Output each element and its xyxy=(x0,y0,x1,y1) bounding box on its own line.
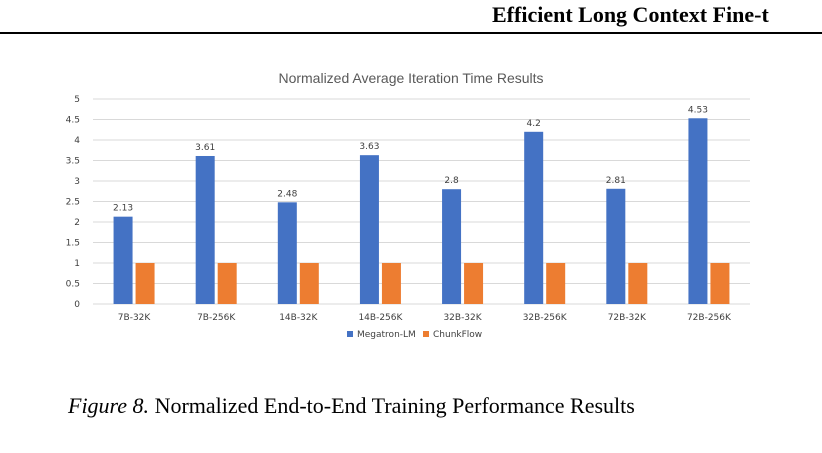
bar-megatron-lm xyxy=(113,216,133,304)
legend-label: ChunkFlow xyxy=(433,330,482,340)
x-tick-label: 7B-256K xyxy=(197,313,236,323)
gridlines xyxy=(93,98,750,305)
bars xyxy=(113,118,730,304)
x-tick-label: 32B-32K xyxy=(443,313,482,323)
legend-swatch xyxy=(347,331,353,337)
caption-label: Figure 8. xyxy=(68,393,150,418)
x-tick-label: 14B-32K xyxy=(279,313,318,323)
caption-text: Normalized End-to-End Training Performan… xyxy=(149,393,635,418)
running-title: Efficient Long Context Fine-t xyxy=(492,2,769,27)
bar-chunkflow xyxy=(546,263,566,304)
x-axis-ticks: 7B-32K 7B-256K 14B-32K 14B-256K 32B-32K 32B-2… xyxy=(118,313,732,323)
bar-chart: Normalized Average Iteration Time Result… xyxy=(66,70,750,340)
x-tick-label: 7B-32K xyxy=(118,313,152,323)
x-tick-label: 72B-256K xyxy=(687,313,732,323)
y-tick-label: 4 xyxy=(74,136,80,146)
figure-caption: Figure 8. Normalized End-to-End Training… xyxy=(68,393,635,419)
legend-label: Megatron-LM xyxy=(357,330,416,340)
x-tick-label: 72B-32K xyxy=(608,313,647,323)
bar-megatron-lm xyxy=(606,188,626,304)
y-tick-label: 0.5 xyxy=(66,280,80,290)
bar-megatron-lm xyxy=(277,202,297,304)
y-axis-ticks: 0 0.5 1 1.5 2 2.5 3 3.5 4 4.5 5 xyxy=(66,95,81,310)
bar-megatron-lm xyxy=(359,155,379,304)
running-header: Efficient Long Context Fine-t xyxy=(0,0,822,34)
bar-megatron-lm xyxy=(442,189,462,304)
bar-chunkflow xyxy=(299,263,319,304)
data-label: 3.61 xyxy=(195,143,215,153)
x-tick-label: 14B-256K xyxy=(358,313,403,323)
data-label: 2.81 xyxy=(606,176,626,186)
x-tick-label: 32B-256K xyxy=(523,313,568,323)
bar-megatron-lm xyxy=(524,131,544,304)
bar-chunkflow xyxy=(710,263,730,304)
data-label: 2.48 xyxy=(277,189,297,199)
data-label: 4.53 xyxy=(688,105,708,115)
y-tick-label: 2 xyxy=(74,218,80,228)
y-tick-label: 0 xyxy=(74,300,80,310)
y-tick-label: 2.5 xyxy=(66,198,80,208)
y-tick-label: 5 xyxy=(74,95,80,105)
y-tick-label: 4.5 xyxy=(66,116,80,126)
bar-chunkflow xyxy=(381,263,401,304)
bar-megatron-lm xyxy=(195,155,215,304)
y-tick-label: 3 xyxy=(74,177,80,187)
y-tick-label: 3.5 xyxy=(66,157,80,167)
y-tick-label: 1 xyxy=(74,259,80,269)
data-label: 3.63 xyxy=(359,142,379,152)
data-label: 2.13 xyxy=(113,204,133,214)
y-tick-label: 1.5 xyxy=(66,239,80,249)
bar-megatron-lm xyxy=(688,118,708,304)
data-labels: 2.13 3.61 2.48 3.63 2.8 4.2 2.81 4.53 xyxy=(113,105,708,213)
data-label: 2.8 xyxy=(444,176,459,186)
bar-chunkflow xyxy=(217,263,237,304)
bar-chunkflow xyxy=(628,263,648,304)
data-label: 4.2 xyxy=(527,119,541,129)
legend: Megatron-LM ChunkFlow xyxy=(347,330,482,340)
bar-chunkflow xyxy=(135,263,155,304)
chart-title: Normalized Average Iteration Time Result… xyxy=(278,70,543,86)
bar-chunkflow xyxy=(464,263,484,304)
legend-swatch xyxy=(423,331,429,337)
